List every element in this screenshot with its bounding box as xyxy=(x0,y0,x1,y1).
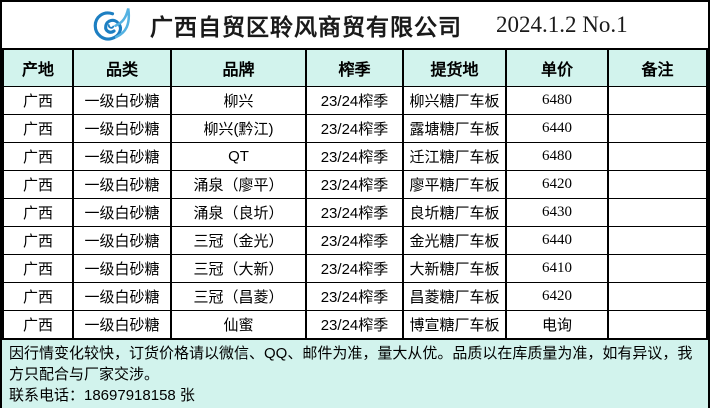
cell-pickup: 廖平糖厂车板 xyxy=(402,169,507,199)
cell-season: 23/24榨季 xyxy=(305,225,404,255)
cell-note xyxy=(607,197,708,227)
cell-origin: 广西 xyxy=(2,197,74,227)
cell-origin: 广西 xyxy=(2,253,74,283)
cell-brand: 柳兴 xyxy=(170,85,307,115)
cell-note xyxy=(607,253,708,283)
table-row: 广西 一级白砂糖 涌泉（良圻） 23/24榨季 良圻糖厂车板 6430 xyxy=(2,197,708,227)
cell-category: 一级白砂糖 xyxy=(72,85,172,115)
cell-brand: 仙蜜 xyxy=(170,309,307,339)
cell-season: 23/24榨季 xyxy=(305,309,404,339)
cell-origin: 广西 xyxy=(2,225,74,255)
company-name: 广西自贸区聆风商贸有限公司 xyxy=(150,14,462,40)
cell-price: 6480 xyxy=(505,141,609,171)
cell-brand: QT xyxy=(170,141,307,171)
col-header-note: 备注 xyxy=(607,48,708,87)
cell-price: 6410 xyxy=(505,253,609,283)
cell-season: 23/24榨季 xyxy=(305,169,404,199)
cell-brand: 柳兴(黔江) xyxy=(170,113,307,143)
cell-note xyxy=(607,141,708,171)
title-band: 广西自贸区聆风商贸有限公司 2024.1.2 No.1 xyxy=(2,2,708,48)
cell-note xyxy=(607,85,708,115)
cell-brand: 涌泉（良圻） xyxy=(170,197,307,227)
price-table: 产地 品类 品牌 榨季 提货地 单价 备注 广西 一级白砂糖 柳兴 23/24榨… xyxy=(2,48,708,339)
cell-note xyxy=(607,225,708,255)
cell-origin: 广西 xyxy=(2,169,74,199)
col-header-brand: 品牌 xyxy=(170,48,307,87)
table-row: 广西 一级白砂糖 QT 23/24榨季 迁江糖厂车板 6480 xyxy=(2,141,708,171)
col-header-price: 单价 xyxy=(505,48,609,87)
cell-origin: 广西 xyxy=(2,113,74,143)
cell-pickup: 大新糖厂车板 xyxy=(402,253,507,283)
table-header-row: 产地 品类 品牌 榨季 提货地 单价 备注 xyxy=(2,48,708,87)
cell-category: 一级白砂糖 xyxy=(72,113,172,143)
cell-price: 6440 xyxy=(505,225,609,255)
cell-pickup: 迁江糖厂车板 xyxy=(402,141,507,171)
issue-date: 2024.1.2 No.1 xyxy=(496,12,628,37)
cell-note xyxy=(607,309,708,339)
cell-category: 一级白砂糖 xyxy=(72,225,172,255)
table-row: 广西 一级白砂糖 柳兴(黔江) 23/24榨季 露塘糖厂车板 6440 xyxy=(2,113,708,143)
table-row: 广西 一级白砂糖 涌泉（廖平） 23/24榨季 廖平糖厂车板 6420 xyxy=(2,169,708,199)
cell-pickup: 金光糖厂车板 xyxy=(402,225,507,255)
cell-pickup: 柳兴糖厂车板 xyxy=(402,85,507,115)
cell-price: 6420 xyxy=(505,169,609,199)
cell-brand: 三冠（金光） xyxy=(170,225,307,255)
cell-note xyxy=(607,169,708,199)
cell-price: 6420 xyxy=(505,281,609,311)
cell-season: 23/24榨季 xyxy=(305,281,404,311)
cell-pickup: 良圻糖厂车板 xyxy=(402,197,507,227)
col-header-pickup: 提货地 xyxy=(402,48,507,87)
cell-category: 一级白砂糖 xyxy=(72,309,172,339)
cell-category: 一级白砂糖 xyxy=(72,141,172,171)
cell-note xyxy=(607,281,708,311)
cell-origin: 广西 xyxy=(2,309,74,339)
cell-origin: 广西 xyxy=(2,85,74,115)
col-header-origin: 产地 xyxy=(2,48,74,87)
cell-price: 电询 xyxy=(505,309,609,339)
cell-price: 6480 xyxy=(505,85,609,115)
table-row: 广西 一级白砂糖 三冠（昌菱） 23/24榨季 昌菱糖厂车板 6420 xyxy=(2,281,708,311)
cell-brand: 涌泉（廖平） xyxy=(170,169,307,199)
table-row: 广西 一级白砂糖 柳兴 23/24榨季 柳兴糖厂车板 6480 xyxy=(2,85,708,115)
cell-origin: 广西 xyxy=(2,141,74,171)
cell-season: 23/24榨季 xyxy=(305,253,404,283)
cell-pickup: 博宣糖厂车板 xyxy=(402,309,507,339)
cell-season: 23/24榨季 xyxy=(305,113,404,143)
table-row: 广西 一级白砂糖 仙蜜 23/24榨季 博宣糖厂车板 电询 xyxy=(2,309,708,339)
cell-price: 6440 xyxy=(505,113,609,143)
contact-phone: 联系电话：18697918158 张 xyxy=(9,386,195,404)
cell-pickup: 昌菱糖厂车板 xyxy=(402,281,507,311)
col-header-season: 榨季 xyxy=(305,48,404,87)
table-row: 广西 一级白砂糖 三冠（金光） 23/24榨季 金光糖厂车板 6440 xyxy=(2,225,708,255)
cell-price: 6430 xyxy=(505,197,609,227)
notice-text: 因行情变化较快，订货价格请以微信、QQ、邮件为准，量大从优。品质以在库质量为准，… xyxy=(9,344,693,383)
cell-category: 一级白砂糖 xyxy=(72,169,172,199)
footer-notice-band: 因行情变化较快，订货价格请以微信、QQ、邮件为准，量大从优。品质以在库质量为准，… xyxy=(2,338,708,408)
table-row: 广西 一级白砂糖 三冠（大新） 23/24榨季 大新糖厂车板 6410 xyxy=(2,253,708,283)
col-header-category: 品类 xyxy=(72,48,172,87)
cell-brand: 三冠（昌菱） xyxy=(170,281,307,311)
cell-category: 一级白砂糖 xyxy=(72,253,172,283)
cell-season: 23/24榨季 xyxy=(305,141,404,171)
cell-category: 一级白砂糖 xyxy=(72,197,172,227)
cell-pickup: 露塘糖厂车板 xyxy=(402,113,507,143)
cell-category: 一级白砂糖 xyxy=(72,281,172,311)
cell-origin: 广西 xyxy=(2,281,74,311)
cell-season: 23/24榨季 xyxy=(305,85,404,115)
cell-brand: 三冠（大新） xyxy=(170,253,307,283)
cell-note xyxy=(607,113,708,143)
cell-season: 23/24榨季 xyxy=(305,197,404,227)
company-swirl-logo-icon xyxy=(93,8,131,41)
